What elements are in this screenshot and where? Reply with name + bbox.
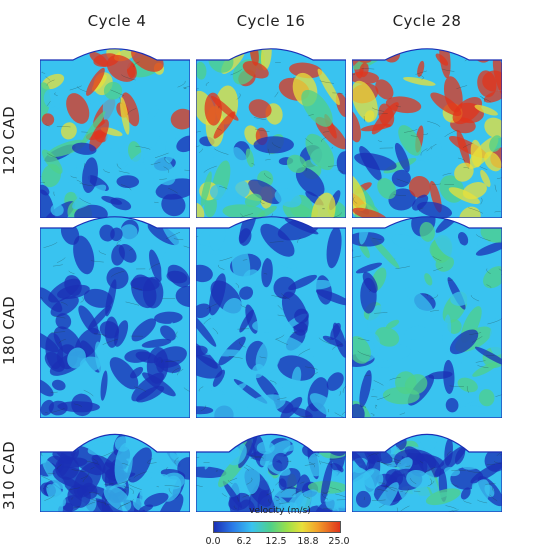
row-title-310-cad: 310 CAD — [0, 440, 18, 510]
flow-panel — [40, 214, 190, 418]
colorbar-title: velocity (m/s) — [249, 506, 311, 516]
colorbar-tick-0: 0.0 — [205, 536, 221, 547]
row-title-180-cad: 180 CAD — [0, 295, 18, 365]
flow-panel — [352, 214, 502, 418]
flow-panel — [352, 46, 502, 218]
colorbar-tick-1: 6.2 — [236, 536, 252, 547]
flow-panel — [196, 46, 346, 218]
row-title-120-cad: 120 CAD — [0, 105, 18, 175]
column-title-cycle-4: Cycle 4 — [87, 12, 147, 30]
colorbar — [213, 521, 341, 533]
flow-panel — [196, 430, 346, 512]
flow-panel — [196, 214, 346, 418]
colorbar-tick-2: 12.5 — [265, 536, 287, 547]
colorbar-tick-3: 18.8 — [297, 536, 319, 547]
flow-panel — [40, 430, 190, 512]
flow-panel — [40, 46, 190, 218]
column-title-cycle-28: Cycle 28 — [392, 12, 462, 30]
column-title-cycle-16: Cycle 16 — [236, 12, 306, 30]
colorbar-tick-4: 25.0 — [328, 536, 350, 547]
flow-panel — [352, 430, 502, 512]
